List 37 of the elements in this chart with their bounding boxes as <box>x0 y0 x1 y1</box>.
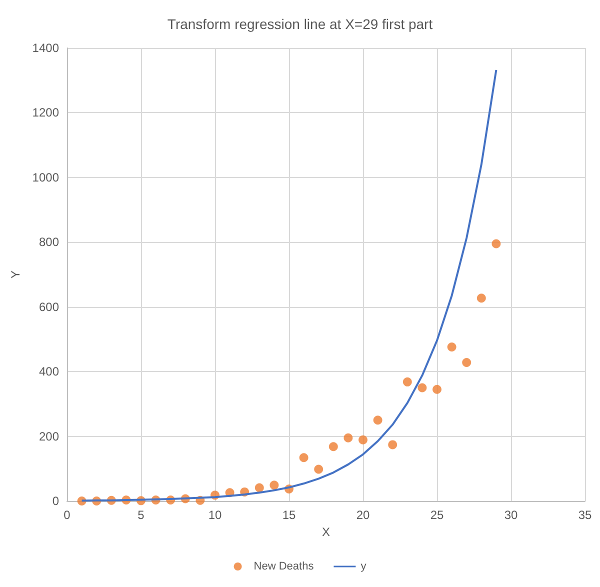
point <box>492 239 501 248</box>
y-tick-label: 0 <box>52 494 60 508</box>
point <box>299 453 308 462</box>
y-tick-label: 600 <box>38 300 60 314</box>
x-tick-label: 5 <box>138 508 145 522</box>
y-tick-label: 1000 <box>32 170 60 184</box>
x-tick-label: 30 <box>504 508 518 522</box>
point <box>358 435 368 444</box>
legend-label: New Deaths <box>254 560 314 572</box>
y-tick-label: 200 <box>38 429 60 444</box>
point <box>462 358 472 368</box>
chart-title: Transform regression line at X=29 first part <box>167 16 433 32</box>
point <box>402 377 412 386</box>
point <box>418 383 427 392</box>
x-tick-label: 0 <box>64 508 71 522</box>
point <box>344 433 353 442</box>
x-tick-label: 10 <box>208 508 222 522</box>
y-tick-label: 1400 <box>32 41 60 55</box>
point <box>447 342 456 352</box>
legend-label: y <box>360 560 367 572</box>
x-tick-label: 20 <box>356 508 370 522</box>
point <box>373 416 382 425</box>
x-tick-label: 15 <box>282 508 296 522</box>
point <box>314 464 324 474</box>
x-tick-label: 25 <box>430 508 444 522</box>
x-tick-label: 35 <box>578 508 592 522</box>
point <box>328 442 338 452</box>
point <box>254 483 264 492</box>
point <box>388 440 398 450</box>
point <box>432 384 442 394</box>
y-axis-title: Y <box>8 270 22 279</box>
point <box>476 294 486 303</box>
x-axis-title: X <box>322 524 330 539</box>
point <box>270 480 279 490</box>
y-tick-label: 1200 <box>32 106 60 120</box>
y-tick-label: 400 <box>38 364 60 379</box>
y-tick-label: 800 <box>38 235 60 250</box>
